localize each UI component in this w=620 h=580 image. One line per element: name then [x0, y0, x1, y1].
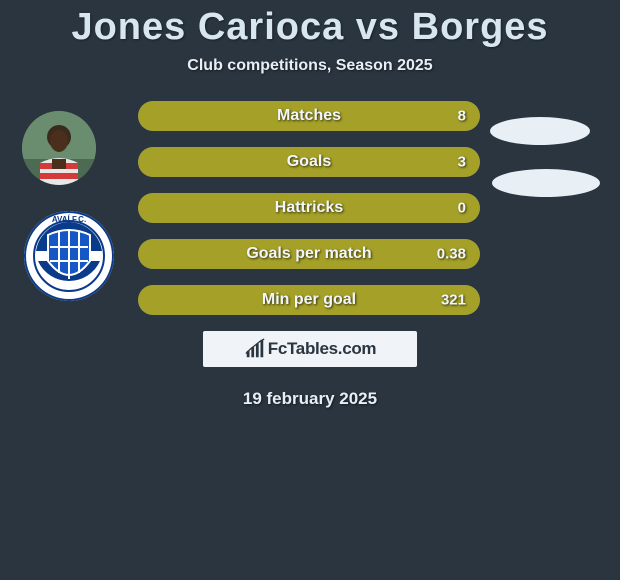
stat-label: Hattricks: [275, 199, 343, 217]
player-avatar: [22, 111, 96, 185]
club-crest: AVAÍ F.C.: [24, 211, 114, 301]
club-crest-icon: AVAÍ F.C.: [24, 211, 114, 301]
stat-value: 3: [458, 154, 466, 171]
stat-row-hattricks: Hattricks 0: [138, 193, 480, 223]
brand-box[interactable]: FcTables.com: [203, 331, 417, 367]
chart-icon: [244, 338, 266, 360]
stat-value: 0.38: [437, 246, 466, 263]
player-avatar-icon: [22, 111, 96, 185]
stat-value: 0: [458, 200, 466, 217]
stat-label: Goals per match: [246, 245, 371, 263]
blank-oval-2: [492, 169, 600, 197]
stat-label: Min per goal: [262, 291, 356, 309]
stat-value: 8: [458, 108, 466, 125]
stat-row-mpg: Min per goal 321: [138, 285, 480, 315]
stat-value: 321: [441, 292, 466, 309]
blank-oval-1: [490, 117, 590, 145]
stat-row-goals: Goals 3: [138, 147, 480, 177]
stat-row-gpm: Goals per match 0.38: [138, 239, 480, 269]
svg-text:AVAÍ F.C.: AVAÍ F.C.: [52, 215, 86, 224]
subtitle: Club competitions, Season 2025: [0, 57, 620, 75]
page-title: Jones Carioca vs Borges: [0, 0, 620, 49]
stat-bars: Matches 8 Goals 3 Hattricks 0 Goals per …: [138, 101, 480, 315]
brand-text: FcTables.com: [268, 339, 377, 359]
stat-label: Goals: [287, 153, 331, 171]
stats-area: AVAÍ F.C. Matches 8 Goals 3 Hattricks 0 …: [0, 101, 620, 315]
stat-row-matches: Matches 8: [138, 101, 480, 131]
stat-label: Matches: [277, 107, 341, 125]
date-text: 19 february 2025: [0, 389, 620, 409]
